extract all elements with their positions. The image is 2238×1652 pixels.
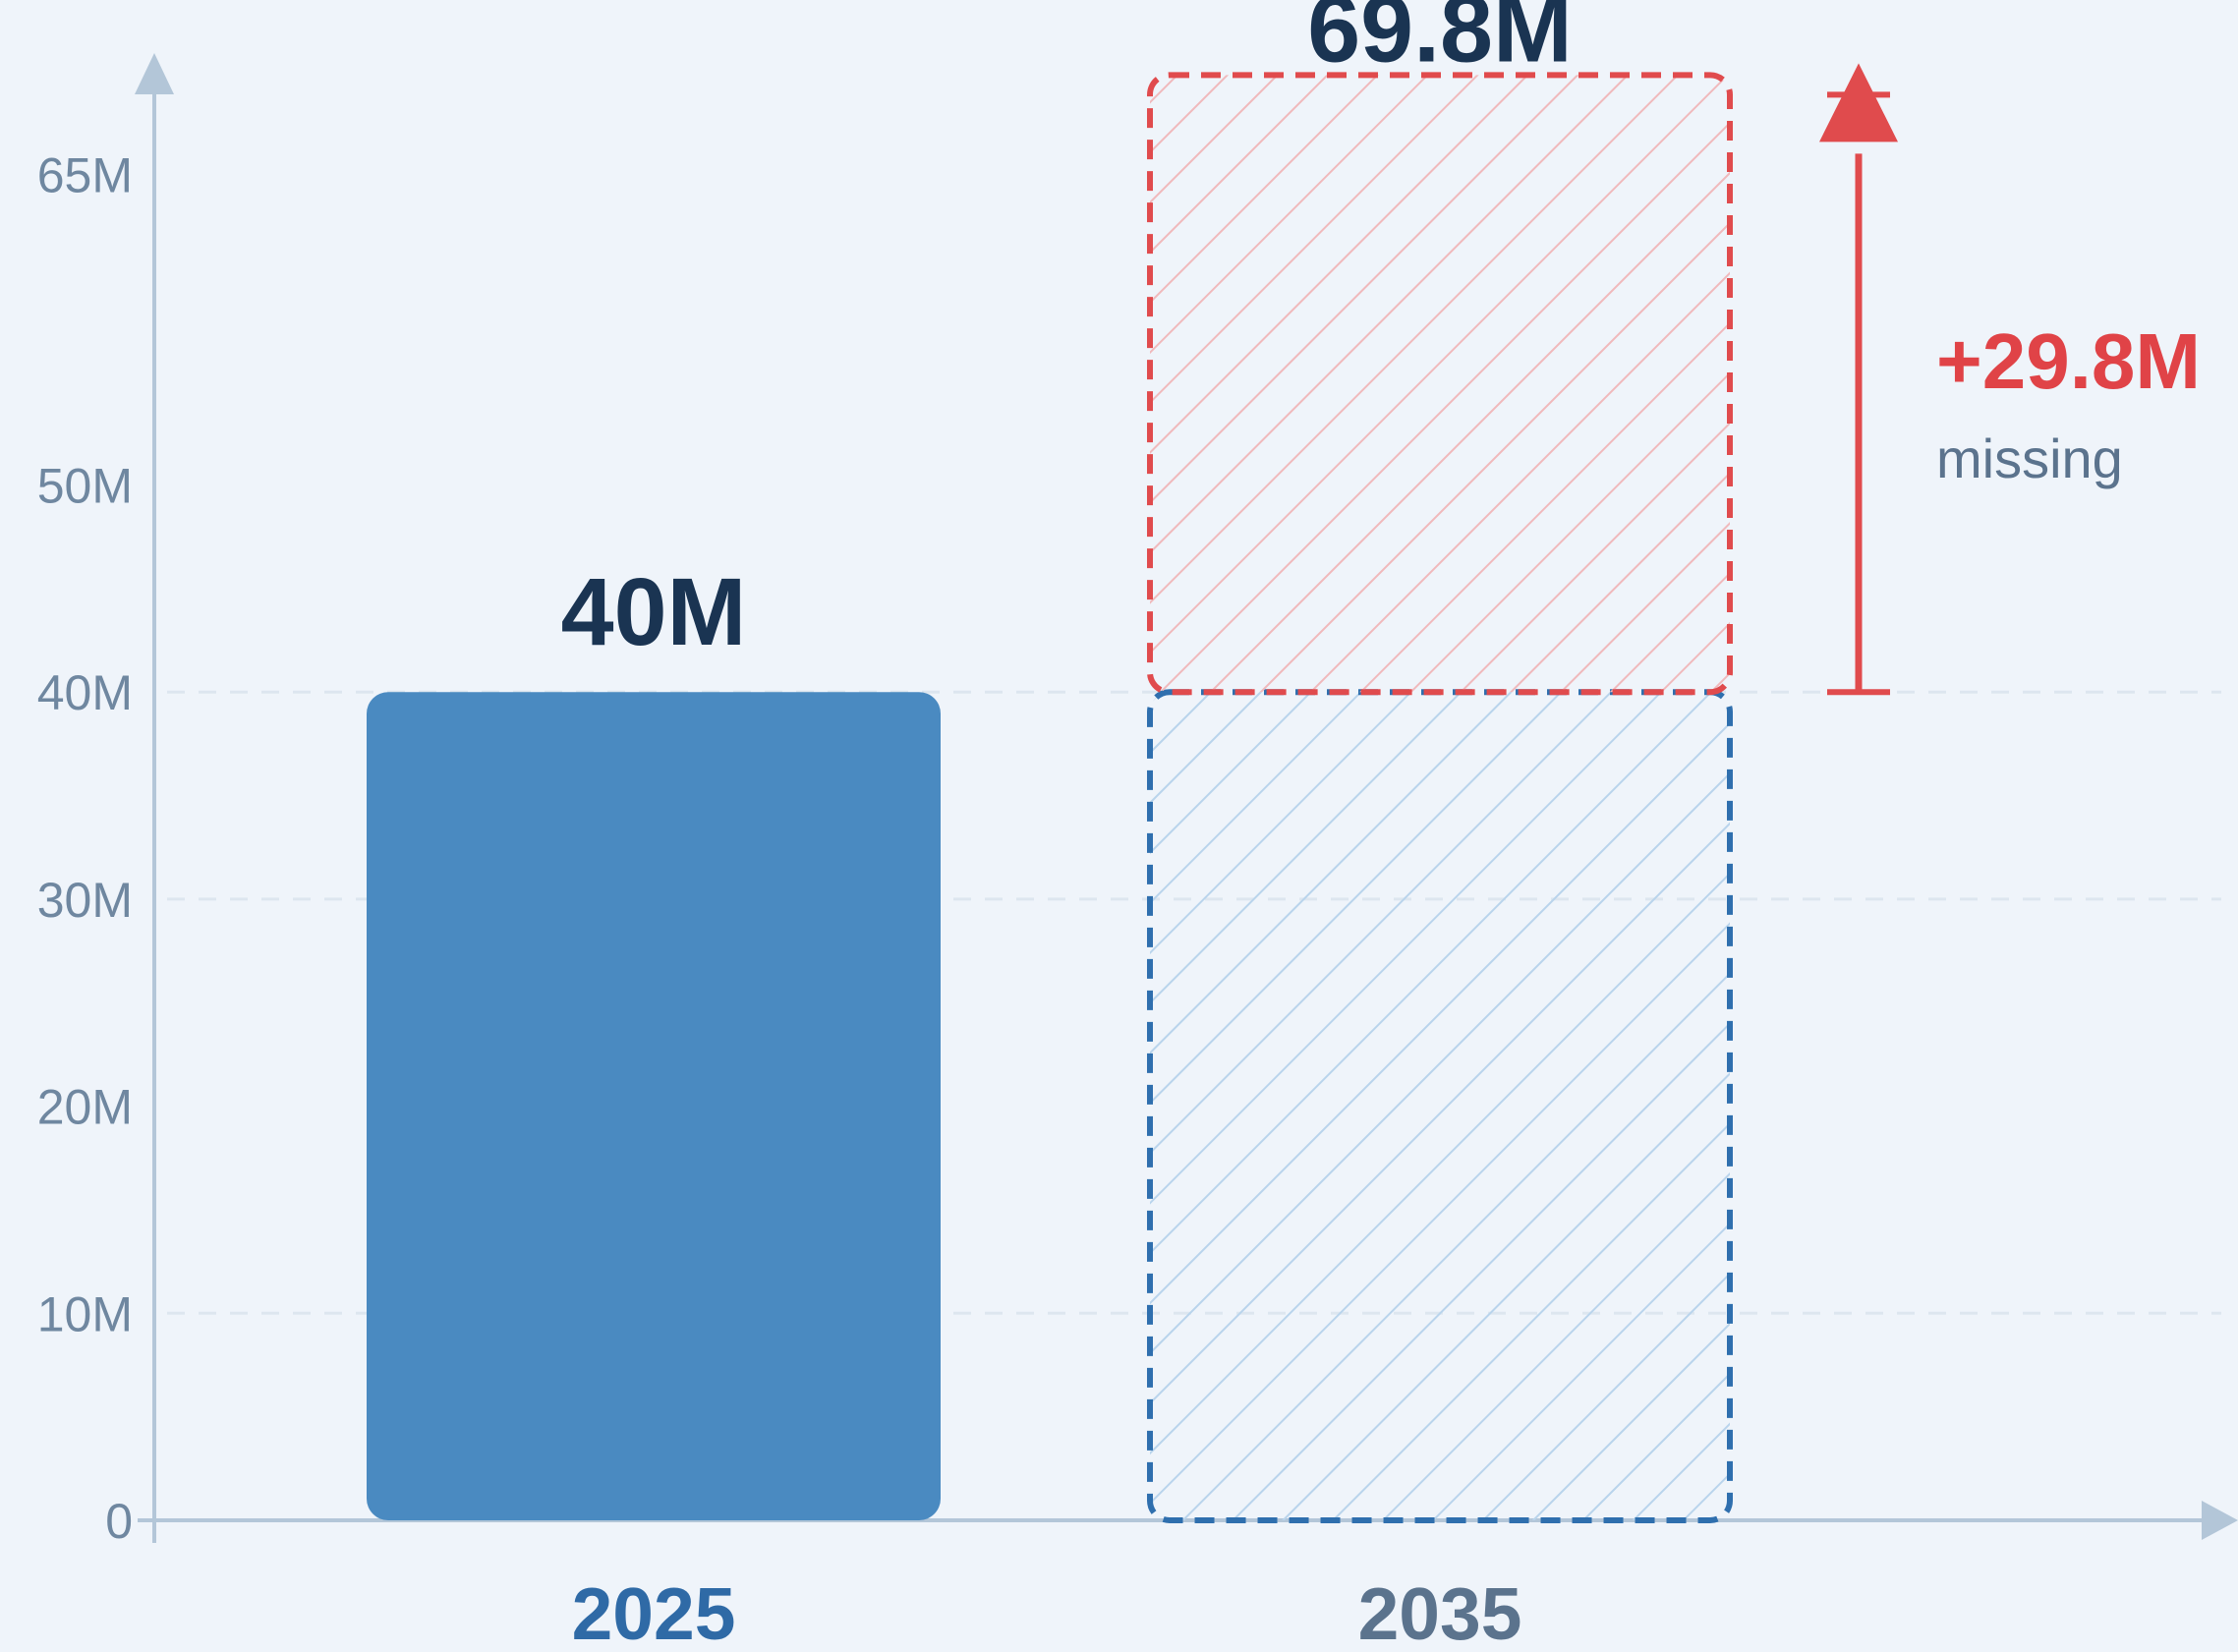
y-tick-label: 50M: [37, 459, 133, 514]
y-tick-label: 20M: [37, 1080, 133, 1135]
y-tick-label: 40M: [37, 665, 133, 720]
x-axis-arrow-icon: [2202, 1501, 2238, 1540]
y-tick-label: 10M: [37, 1286, 133, 1341]
y-tick-labels: 0 10M 20M 30M 40M 50M 65M: [37, 147, 133, 1549]
bar-2035-gap-segment: [1147, 72, 1733, 696]
category-label-2035: 2035: [1358, 1572, 1522, 1652]
y-axis-arrow-icon: [135, 53, 174, 94]
gap-value-label: +29.8M: [1936, 317, 2201, 405]
bar-2035-base-segment: [1147, 689, 1733, 1523]
gap-caption-label: missing: [1936, 427, 2123, 489]
gap-arrow-up-icon: [1819, 63, 1898, 142]
value-label-2025: 40M: [561, 558, 747, 665]
bar-2025: [367, 692, 941, 1520]
y-tick-label: 65M: [37, 147, 133, 202]
category-label-2025: 2025: [572, 1572, 736, 1652]
y-tick-label: 0: [105, 1494, 133, 1549]
y-tick-label: 30M: [37, 873, 133, 928]
value-label-2035: 69.8M: [1307, 0, 1573, 82]
gap-annotation: +29.8M missing: [1819, 63, 2201, 696]
